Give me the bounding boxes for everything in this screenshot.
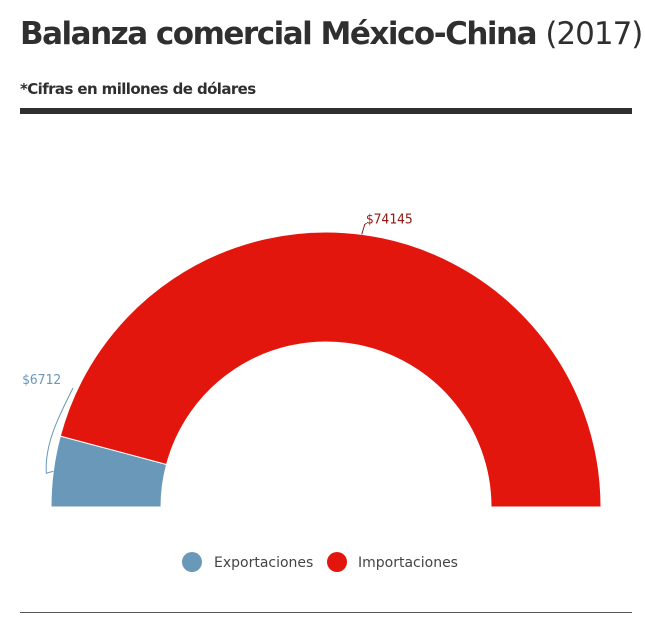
- legend-swatch-importaciones[interactable]: [327, 552, 347, 572]
- chart-data-labels: $6712 $74145: [22, 212, 413, 474]
- data-label-importaciones: $74145: [366, 212, 413, 227]
- data-label-exportaciones: $6712: [22, 373, 61, 388]
- chart-slices: [50, 231, 602, 508]
- chart-legend: Exportaciones Importaciones: [182, 552, 458, 572]
- chart-subtitle: *Cifras en millones de dólares: [20, 80, 256, 98]
- header-rule: [20, 108, 632, 114]
- slice-importaciones[interactable]: [59, 231, 602, 508]
- chart-title-main: Balanza comercial México-China: [20, 16, 538, 52]
- legend-swatch-exportaciones[interactable]: [182, 552, 202, 572]
- leader-line-exportaciones: [45, 387, 74, 474]
- footer-rule: [20, 612, 632, 613]
- legend-label-importaciones[interactable]: Importaciones: [358, 555, 458, 571]
- chart-title: Balanza comercial México-China (2017): [20, 16, 643, 52]
- leader-line-importaciones: [361, 222, 367, 235]
- chart-title-year: (2017): [545, 16, 643, 52]
- legend-label-exportaciones[interactable]: Exportaciones: [214, 555, 313, 571]
